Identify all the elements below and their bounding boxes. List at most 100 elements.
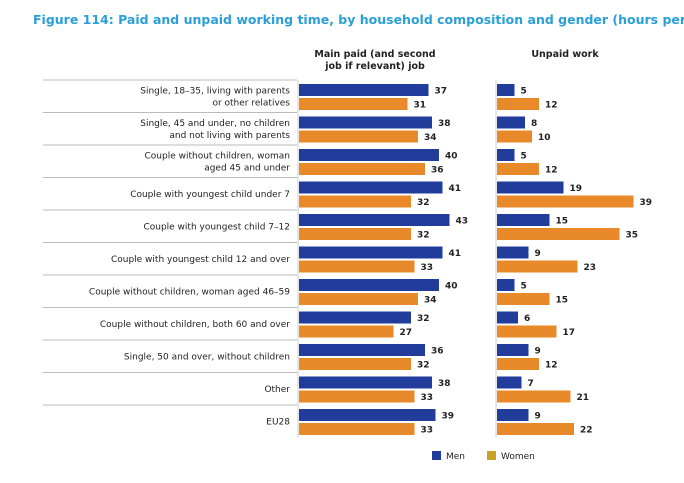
data-label: 35 — [626, 231, 639, 241]
bar-men — [299, 279, 439, 291]
data-label: 12 — [545, 166, 558, 176]
data-label: 9 — [535, 412, 541, 422]
data-label: 36 — [431, 166, 444, 176]
data-label: 34 — [424, 296, 437, 306]
category-label: aged 45 and under — [204, 163, 290, 173]
bar-women — [497, 325, 557, 338]
bar-women — [497, 130, 532, 143]
data-label: 21 — [577, 393, 590, 403]
bar-women — [299, 423, 415, 435]
data-label: 33 — [421, 263, 434, 273]
bar-women — [299, 390, 415, 403]
bar-men — [299, 376, 432, 389]
legend-swatch-men — [432, 451, 441, 460]
data-label: 27 — [400, 328, 413, 338]
category-label: Other — [264, 385, 290, 395]
bar-women — [299, 130, 418, 143]
category-label: Single, 18–35, living with parents — [140, 86, 290, 96]
bar-men — [299, 181, 443, 194]
data-label: 38 — [438, 119, 451, 129]
data-label: 23 — [584, 263, 597, 273]
bar-women — [497, 260, 578, 273]
bar-men — [299, 84, 429, 96]
category-label: and not living with parents — [169, 131, 290, 141]
data-label: 32 — [417, 361, 430, 371]
bar-men — [299, 116, 432, 129]
bar-men — [299, 149, 439, 161]
data-label: 41 — [449, 184, 462, 194]
bar-women — [299, 98, 408, 110]
bar-women — [299, 163, 425, 175]
bar-men — [299, 214, 450, 226]
category-label: Couple without children, woman — [145, 151, 291, 161]
bar-women — [497, 195, 634, 208]
category-label: Couple with youngest child 12 and over — [111, 255, 290, 265]
data-label: 38 — [438, 379, 451, 389]
data-label: 15 — [556, 296, 569, 306]
bar-men — [299, 344, 425, 356]
chart-title: Figure 114: Paid and unpaid working time… — [33, 12, 684, 27]
data-label: 9 — [535, 249, 541, 259]
data-label: 5 — [521, 87, 527, 97]
data-label: 6 — [524, 314, 530, 324]
data-label: 12 — [545, 101, 558, 111]
bar-women — [497, 228, 620, 240]
bar-men — [497, 149, 515, 161]
data-label: 39 — [442, 412, 455, 422]
bar-women — [299, 358, 411, 370]
bar-men — [497, 214, 550, 226]
panel-title: job if relevant) job — [324, 61, 425, 72]
bar-men — [497, 344, 529, 356]
data-label: 5 — [521, 152, 527, 162]
bar-women — [497, 163, 539, 175]
data-label: 40 — [445, 152, 458, 162]
bar-women — [299, 228, 411, 240]
bar-men — [497, 84, 515, 96]
bar-women — [497, 293, 550, 305]
bar-men — [497, 376, 522, 389]
legend-label-men: Men — [446, 452, 465, 462]
bar-women — [497, 390, 571, 403]
data-label: 9 — [535, 347, 541, 357]
data-label: 7 — [528, 379, 534, 389]
legend-swatch-women — [487, 451, 496, 460]
data-label: 32 — [417, 231, 430, 241]
category-label: Couple with youngest child 7–12 — [143, 222, 290, 232]
data-label: 5 — [521, 282, 527, 292]
data-label: 31 — [414, 101, 427, 111]
bar-men — [497, 409, 529, 421]
data-label: 32 — [417, 314, 430, 324]
data-label: 34 — [424, 133, 437, 143]
bar-women — [299, 195, 411, 208]
bar-men — [497, 181, 564, 194]
data-label: 33 — [421, 393, 434, 403]
data-label: 17 — [563, 328, 576, 338]
bar-women — [497, 423, 574, 435]
bar-men — [497, 246, 529, 259]
data-label: 19 — [570, 184, 583, 194]
data-label: 22 — [580, 426, 593, 436]
bar-women — [497, 98, 539, 110]
category-label: Single, 50 and over, without children — [124, 352, 290, 362]
data-label: 32 — [417, 198, 430, 208]
bar-women — [299, 325, 394, 338]
legend-label-women: Women — [501, 452, 535, 462]
data-label: 10 — [538, 133, 551, 143]
bar-women — [299, 260, 415, 273]
data-label: 40 — [445, 282, 458, 292]
bar-men — [299, 246, 443, 259]
panel-title: Main paid (and second — [314, 49, 435, 60]
data-label: 37 — [435, 87, 448, 97]
data-label: 36 — [431, 347, 444, 357]
bar-men — [299, 409, 436, 421]
panel-title: Unpaid work — [531, 49, 599, 60]
bar-women — [497, 358, 539, 370]
bar-women — [299, 293, 418, 305]
data-label: 41 — [449, 249, 462, 259]
category-label: Single, 45 and under, no children — [140, 119, 290, 129]
data-label: 8 — [531, 119, 537, 129]
data-label: 15 — [556, 217, 569, 227]
bar-men — [497, 279, 515, 291]
data-label: 33 — [421, 426, 434, 436]
